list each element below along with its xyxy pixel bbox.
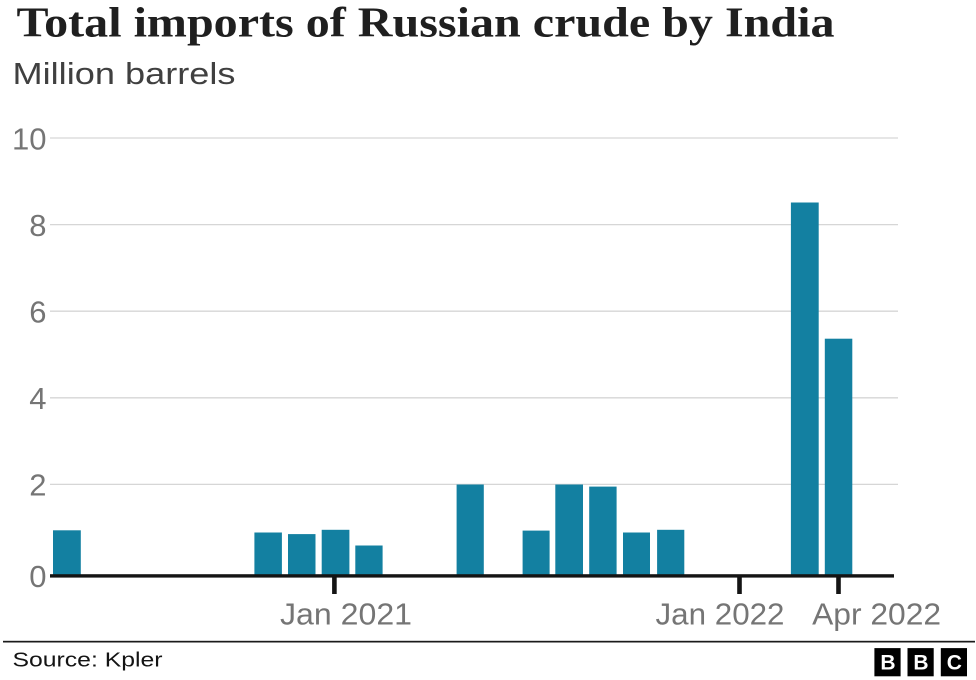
svg-text:2: 2 <box>29 468 46 503</box>
svg-text:B: B <box>880 652 895 675</box>
svg-text:8: 8 <box>29 208 46 243</box>
svg-text:0: 0 <box>29 559 46 594</box>
svg-text:Source: Kpler: Source: Kpler <box>13 650 163 672</box>
svg-text:B: B <box>913 652 928 675</box>
svg-text:10: 10 <box>12 121 46 156</box>
svg-text:Million barrels: Million barrels <box>13 56 236 91</box>
svg-text:Apr 2022: Apr 2022 <box>812 596 941 631</box>
svg-text:4: 4 <box>29 381 46 416</box>
svg-text:Total imports of Russian crude: Total imports of Russian crude by India <box>17 1 835 47</box>
svg-text:Jan 2022: Jan 2022 <box>656 596 785 631</box>
svg-text:C: C <box>947 652 962 675</box>
svg-text:Jan 2021: Jan 2021 <box>280 596 412 631</box>
svg-text:6: 6 <box>29 295 46 330</box>
